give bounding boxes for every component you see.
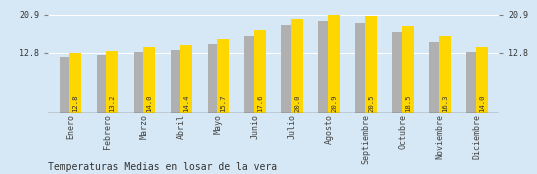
Text: 18.5: 18.5: [405, 94, 411, 112]
Text: 16.3: 16.3: [442, 94, 448, 112]
Text: 14.0: 14.0: [479, 94, 485, 112]
Bar: [244, 36, 257, 113]
Text: 13.2: 13.2: [110, 94, 115, 112]
Bar: [318, 21, 330, 113]
Text: 20.9: 20.9: [331, 94, 337, 112]
Bar: [217, 39, 229, 113]
Bar: [365, 16, 377, 113]
Bar: [180, 45, 192, 113]
Bar: [476, 47, 488, 113]
Text: 20.5: 20.5: [368, 94, 374, 112]
Bar: [143, 47, 155, 113]
Bar: [393, 32, 404, 113]
Bar: [207, 44, 220, 113]
Bar: [466, 52, 478, 113]
Bar: [255, 30, 266, 113]
Bar: [97, 55, 108, 113]
Bar: [291, 19, 303, 113]
Bar: [439, 36, 451, 113]
Bar: [134, 52, 146, 113]
Text: 20.0: 20.0: [294, 94, 300, 112]
Bar: [402, 26, 414, 113]
Bar: [328, 14, 340, 113]
Bar: [171, 50, 183, 113]
Bar: [106, 51, 118, 113]
Text: 14.4: 14.4: [183, 94, 190, 112]
Bar: [281, 25, 293, 113]
Text: Temperaturas Medias en losar de la vera: Temperaturas Medias en losar de la vera: [48, 162, 278, 172]
Bar: [430, 42, 441, 113]
Bar: [60, 57, 71, 113]
Text: 14.0: 14.0: [147, 94, 153, 112]
Bar: [69, 53, 82, 113]
Text: 15.7: 15.7: [220, 94, 226, 112]
Text: 12.8: 12.8: [72, 94, 78, 112]
Bar: [355, 23, 367, 113]
Text: 17.6: 17.6: [257, 94, 263, 112]
